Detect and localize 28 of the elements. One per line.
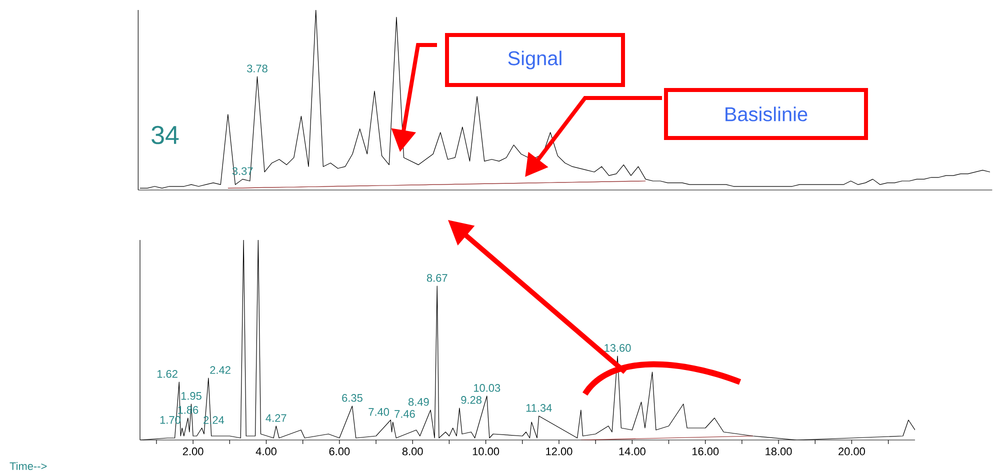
annotation: 9.28 [461,396,482,404]
x-tick-label: 4.00 [256,447,276,456]
x-tick-label: 20.00 [838,447,865,456]
x-tick-label: 2.00 [182,447,204,456]
annotation: 1.95 [181,392,202,400]
annotation: 11.34 [526,404,552,412]
annotation: 3.78 [247,64,268,72]
annotation: 7.40 [368,408,390,416]
x-tick-label: 14.00 [619,447,646,456]
annotation: 2.42 [210,366,230,374]
annotation: Basislinie [726,106,808,122]
annotation: 34 [152,126,179,144]
annotation: 13.60 [604,344,631,352]
x-tick-label: 8.00 [402,447,423,456]
annotation: 8.67 [426,274,448,282]
annotation: 1.62 [157,370,178,378]
annotation: 10.03 [474,384,500,392]
annotation: 6.35 [342,394,362,402]
annotation: Signal [508,50,562,70]
x-tick-label: 6.00 [329,447,350,456]
x-tick-label: 18.00 [766,447,792,456]
text: Time--> [10,462,47,470]
annotation: 4.27 [266,414,286,422]
x-tick-label: 16.00 [692,447,719,456]
annotation: 7.46 [394,410,415,418]
annotation: 8.49 [408,398,429,406]
x-tick-label: 10.00 [472,447,500,456]
x-tick-label: 12.00 [546,447,572,456]
